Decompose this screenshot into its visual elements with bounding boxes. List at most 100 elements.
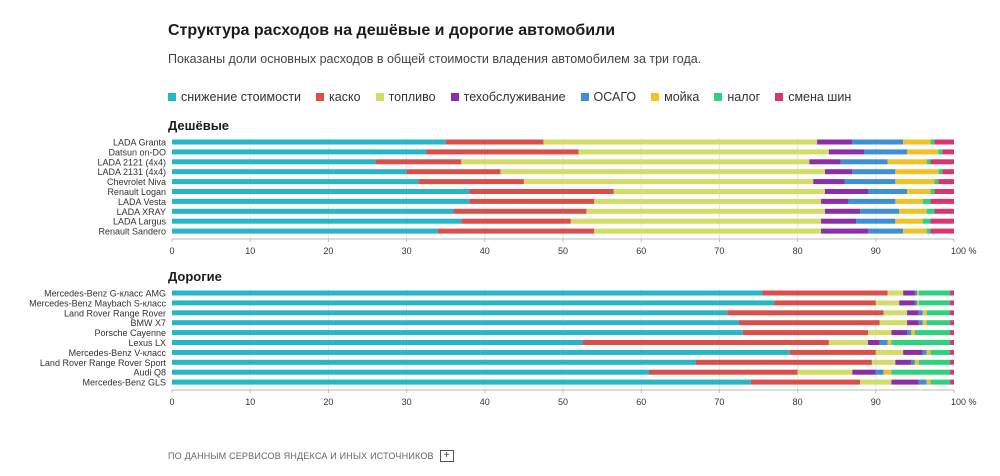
bar-segment [922, 218, 931, 224]
bar-segment [950, 300, 954, 306]
x-tick-label: 50 [558, 397, 568, 407]
bar-segment [918, 359, 951, 365]
bar-segment [586, 208, 825, 214]
bar-segment [950, 359, 954, 365]
bar-segment [907, 149, 939, 155]
bar-segment [406, 169, 501, 175]
bar-segment [926, 208, 935, 214]
bar-segment [934, 139, 954, 145]
bar-segment [738, 320, 880, 326]
bar-segment [930, 228, 954, 234]
bar-segment [852, 139, 904, 145]
legend-item[interactable]: топливо [375, 90, 436, 104]
bar-segment [907, 189, 931, 194]
category-label: Renault Logan [107, 187, 166, 197]
x-tick-label: 70 [714, 397, 724, 407]
bar-segment [523, 179, 814, 185]
category-label: Renault Sandero [98, 227, 166, 237]
bar-segment [867, 330, 892, 336]
legend-label: ОСАГО [593, 90, 637, 104]
x-tick-label: 40 [480, 397, 490, 407]
expand-button[interactable]: + [439, 450, 454, 462]
bar-segment [930, 379, 951, 385]
bar-segment [742, 330, 868, 336]
legend-item[interactable]: налог [714, 90, 760, 104]
bar-segment [817, 139, 853, 145]
x-tick-label: 30 [402, 397, 412, 407]
bar-segment [172, 379, 751, 385]
category-label: Land Rover Range Rover Sport [40, 358, 167, 368]
bar-segment [867, 228, 904, 234]
bar-segment [774, 300, 876, 306]
bar-segment [918, 300, 951, 306]
bar-segment [461, 159, 810, 165]
legend-swatch [450, 93, 459, 101]
bar-segment [922, 320, 927, 326]
bar-segment [172, 359, 696, 365]
bar-segment [907, 330, 911, 336]
bar-segment [844, 179, 896, 185]
bar-segment [938, 149, 943, 155]
x-tick-label: 20 [323, 397, 333, 407]
bar-segment [875, 300, 900, 306]
bar-segment [895, 169, 939, 175]
bar-segment [172, 369, 650, 375]
legend-label: смена шин [788, 90, 852, 104]
x-tick-label: 20 [323, 246, 333, 256]
legend-item[interactable]: смена шин [775, 90, 851, 104]
legend: снижение стоимости каско топливо техобсл… [168, 90, 851, 104]
bar-segment [172, 340, 583, 345]
bar-segment [172, 198, 470, 204]
category-label: LADA Largus [113, 217, 167, 227]
bar-segment [469, 198, 595, 204]
bar-segment [879, 320, 908, 326]
legend-item[interactable]: мойка [651, 90, 699, 104]
bar-segment [914, 330, 951, 336]
bar-segment [891, 340, 951, 345]
legend-label: топливо [388, 90, 436, 104]
x-tick-label: 90 [871, 397, 881, 407]
category-label: Land Rover Range Rover [64, 308, 166, 318]
bar-segment [917, 290, 919, 296]
bar-segment [809, 159, 841, 165]
bar-segment [797, 369, 853, 375]
bar-segment [852, 169, 896, 175]
bar-segment [594, 198, 822, 204]
bar-segment [922, 198, 931, 204]
legend-item[interactable]: каско [316, 90, 361, 104]
legend-swatch [375, 93, 384, 101]
chart-subtitle: Показаны доли основных расходов в общей … [168, 52, 702, 66]
category-label: Porsche Cayenne [94, 328, 166, 338]
x-tick-label: 90 [871, 246, 881, 256]
category-label: LADA XRAY [117, 207, 166, 217]
x-tick-label: 10 [245, 397, 255, 407]
bar-segment [950, 330, 954, 336]
bar-segment [172, 169, 407, 175]
bar-segment [910, 359, 915, 365]
bar-segment [903, 349, 923, 355]
category-label: Datsun on-DO [108, 147, 166, 157]
bar-segment [594, 228, 822, 234]
bar-segment [172, 320, 739, 326]
legend-item[interactable]: техобслуживание [450, 90, 566, 104]
legend-swatch [714, 93, 723, 101]
bar-segment [930, 349, 951, 355]
bar-segment [918, 310, 923, 316]
bar-segment [922, 310, 927, 316]
x-tick-label: 60 [636, 246, 646, 256]
x-tick-label: 10 [245, 246, 255, 256]
bar-segment [934, 189, 954, 194]
x-tick-label: 0 [169, 246, 174, 256]
bar-segment [926, 228, 931, 234]
category-label: LADA 2121 (4x4) [97, 157, 166, 167]
bar-segment [907, 310, 919, 316]
legend-item[interactable]: снижение стоимости [168, 90, 301, 104]
bar-segment [469, 189, 614, 194]
bar-segment [891, 379, 919, 385]
bar-segment [375, 159, 462, 165]
legend-item[interactable]: ОСАГО [580, 90, 637, 104]
section-title-expensive: Дорогие [168, 269, 222, 284]
source-note: ПО ДАННЫМ СЕРВИСОВ ЯНДЕКСА И ИНЫХ ИСТОЧН… [168, 451, 434, 461]
bar-segment [917, 300, 919, 306]
